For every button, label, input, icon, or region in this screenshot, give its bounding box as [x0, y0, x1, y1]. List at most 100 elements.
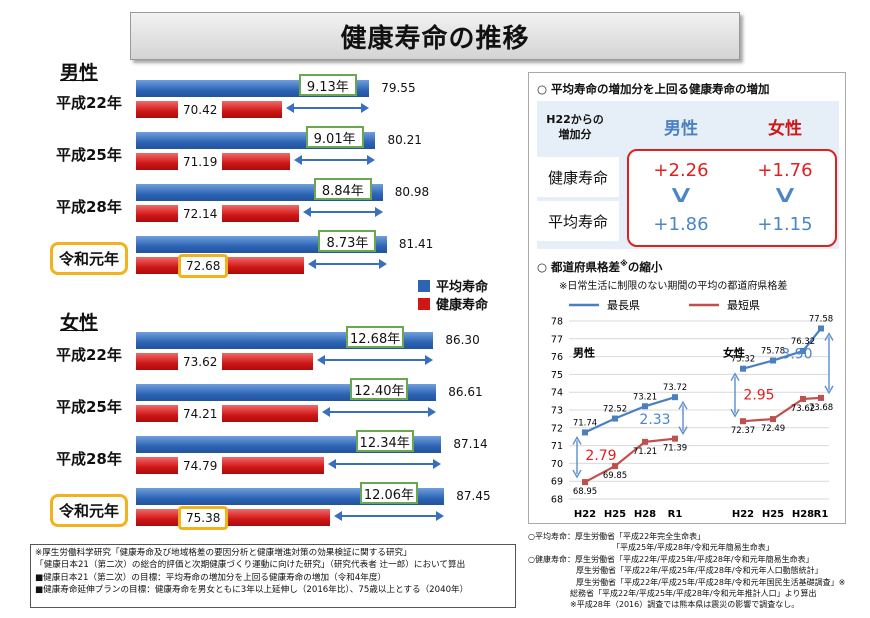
- difference-arrow: [318, 359, 432, 361]
- arrowhead-left-icon: [322, 407, 331, 417]
- difference-arrow: [330, 463, 440, 465]
- healthy-life-bar: [136, 457, 324, 474]
- year-label: 平成22年: [56, 346, 122, 364]
- y-tick-label: 73: [551, 406, 563, 417]
- year-label: 令和元年: [50, 242, 129, 275]
- pref-heading-sup: ※: [620, 259, 628, 269]
- pref-note: ※日常生活に制限のない期間の平均の都道府県格差: [559, 281, 788, 292]
- healthy-life-value: 71.19: [178, 153, 223, 170]
- note-line: ※厚生労働科学研究「健康寿命及び地域格差の要因分析と健康増進対策の効果検証に関す…: [35, 548, 412, 558]
- arrowhead-right-icon: [425, 355, 434, 365]
- arrowhead-up-icon: [678, 400, 688, 410]
- arrowhead-down-icon: [572, 469, 582, 479]
- corner-line: 増加分: [558, 128, 592, 141]
- arrowhead-down-icon: [678, 426, 688, 436]
- average-life-value: 86.30: [445, 333, 480, 347]
- year-label: 平成25年: [56, 398, 122, 416]
- y-tick-label: 70: [551, 459, 563, 470]
- y-tick-label: 74: [551, 388, 563, 399]
- difference-label: 8.73年: [318, 230, 377, 252]
- year-label: 平成22年: [56, 94, 122, 112]
- x-tick-label: H28: [634, 509, 656, 520]
- arrowhead-left-icon: [316, 355, 325, 365]
- data-point: [740, 418, 746, 425]
- data-label: 73.72: [663, 383, 687, 393]
- data-label: 71.74: [573, 418, 597, 428]
- data-point: [672, 394, 678, 401]
- arrowhead-left-icon: [293, 155, 302, 165]
- healthy-life-bar: [136, 353, 313, 370]
- difference-label: 8.84年: [313, 178, 372, 200]
- shortest-prefecture-line: [742, 396, 822, 423]
- data-label: 72.49: [761, 424, 785, 434]
- average-life-value: 81.41: [398, 237, 434, 251]
- female-bar-chart: 平成22年 86.30 73.62 12.68年 平成25年 86.61 74.21 12.4…: [46, 58, 520, 548]
- female-average-gain: +1.15: [757, 213, 813, 235]
- difference-arrow: [335, 515, 443, 517]
- data-point: [770, 416, 776, 423]
- difference-arrow: [309, 263, 385, 265]
- arrowhead-left-icon: [302, 207, 311, 217]
- female-gap-r1-label: 3.90: [781, 346, 812, 362]
- source-notes: ○平均寿命：厚生労働省「平成22年完全生命表」 「平成25年/平成28年/令和元…: [528, 531, 845, 611]
- x-tick-label: H28: [792, 509, 814, 520]
- y-tick-label: 68: [551, 495, 563, 506]
- data-point: [582, 479, 588, 486]
- x-tick-label: R1: [668, 509, 683, 520]
- gain-table: H22からの 増加分 男性 女性 健康寿命 平均寿命 +2.26 +1.76 ∨…: [537, 101, 839, 249]
- source-line: ○平均寿命：厚生労働省「平成22年完全生命表」: [528, 532, 706, 541]
- male-bar-chart: 平成22年 79.55 70.42 9.13年 平成25年 80.21 71.19 9.01年…: [46, 58, 520, 308]
- year-label: 令和元年: [50, 494, 129, 527]
- arrowhead-left-icon: [328, 459, 336, 469]
- y-tick-label: 69: [551, 477, 563, 488]
- bar-charts-panel: 男性 女性 平成22年 79.55 70.42 9.13年 平成25年 80.21 71.1…: [46, 58, 520, 548]
- y-tick-label: 76: [551, 352, 563, 363]
- arrowhead-left-icon: [286, 103, 295, 113]
- source-line: 厚生労働省「平成22年/平成25年/平成28年/令和元年人口動態統計」: [576, 566, 823, 576]
- data-label: 75.32: [731, 355, 755, 365]
- data-point: [672, 435, 678, 442]
- legend-average-life: 平均寿命: [418, 276, 488, 295]
- data-point: [770, 357, 776, 364]
- note-line: ■健康日本21（第二次）の目標：平均寿命の増加分を上回る健康寿命の増加（令和4年…: [35, 572, 387, 583]
- legend-healthy-life: 健康寿命: [418, 294, 488, 313]
- legend-label-average: 平均寿命: [436, 280, 489, 295]
- x-tick-label: H22: [574, 509, 596, 520]
- average-life-value: 86.61: [448, 385, 483, 399]
- right-panel: ○ 平均寿命の増加分を上回る健康寿命の増加 H22からの 増加分 男性 女性 健…: [528, 72, 846, 524]
- data-point: [612, 415, 618, 422]
- data-label: 73.62: [791, 404, 815, 414]
- arrowhead-up-icon: [572, 436, 582, 445]
- arrowhead-right-icon: [428, 407, 437, 417]
- data-label: 72.37: [731, 426, 755, 436]
- healthy-life-bar: [136, 509, 330, 526]
- data-point: [818, 394, 824, 401]
- gain-values-frame: [627, 149, 837, 247]
- greater-than-icon: ∨: [770, 180, 800, 208]
- year-label: 平成25年: [56, 146, 122, 164]
- note-line: ■健康寿命延伸プランの目標：健康寿命を男女ともに3年以上延伸し（2016年比）、…: [35, 585, 469, 596]
- female-heading: 女性: [60, 312, 99, 334]
- difference-arrow: [288, 107, 368, 109]
- source-line: 「平成25年/平成28年/令和元年簡易生命表」: [612, 543, 774, 553]
- female-healthy-gain: +1.76: [757, 159, 813, 181]
- difference-label: 9.13年: [298, 74, 357, 96]
- data-label: 77.58: [809, 314, 833, 324]
- x-tick-label: H25: [762, 509, 784, 520]
- y-tick-label: 72: [551, 423, 563, 434]
- line-chart-title: 男性: [573, 346, 595, 360]
- line-chart-title: 女性: [723, 346, 745, 360]
- male-heading: 男性: [60, 62, 99, 84]
- arrowhead-up-icon: [730, 372, 740, 382]
- healthy-life-value: 74.21: [178, 405, 223, 422]
- col-female: 女性: [768, 118, 802, 139]
- arrowhead-right-icon: [374, 207, 383, 217]
- source-line: ※平成28年（2016）調査では熊本県は震災の影響で調査なし。: [570, 600, 800, 610]
- difference-label: 9.01年: [305, 126, 364, 148]
- greater-than-icon: ∨: [666, 180, 696, 208]
- notes-box: ※厚生労働科学研究「健康寿命及び地域格差の要因分析と健康増進対策の効果検証に関す…: [30, 544, 516, 608]
- data-point: [642, 438, 648, 445]
- average-life-value: 79.55: [381, 81, 416, 95]
- data-point: [800, 347, 806, 354]
- arrowhead-down-icon: [824, 385, 834, 395]
